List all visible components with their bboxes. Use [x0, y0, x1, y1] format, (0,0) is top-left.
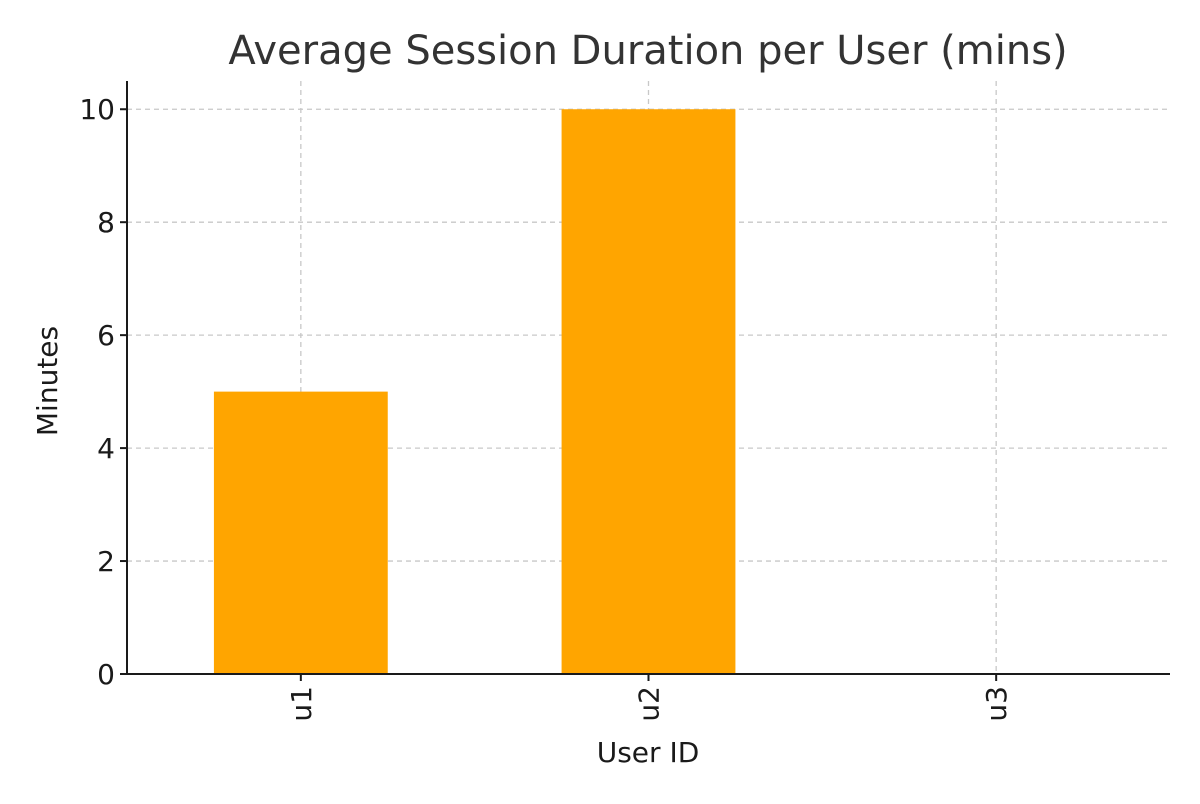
x-axis-label: User ID [597, 736, 700, 769]
y-tick-label: 2 [97, 545, 115, 578]
bar-u1 [213, 391, 388, 674]
ticks-layer: 0 2 4 6 8 10 u1 u2 u3 [79, 93, 1013, 721]
x-tick-label: u2 [633, 686, 666, 722]
bars-layer [213, 109, 736, 674]
chart-title: Average Session Duration per User (mins) [228, 28, 1067, 74]
y-tick-label: 6 [97, 319, 115, 352]
y-tick-label: 0 [97, 658, 115, 691]
x-tick-label: u3 [980, 686, 1013, 722]
bar-u2 [561, 109, 736, 674]
y-axis-label: Minutes [31, 326, 64, 436]
y-tick-label: 8 [97, 206, 115, 239]
x-tick-label: u1 [285, 686, 318, 722]
y-tick-label: 10 [79, 93, 115, 126]
y-tick-label: 4 [97, 432, 115, 465]
